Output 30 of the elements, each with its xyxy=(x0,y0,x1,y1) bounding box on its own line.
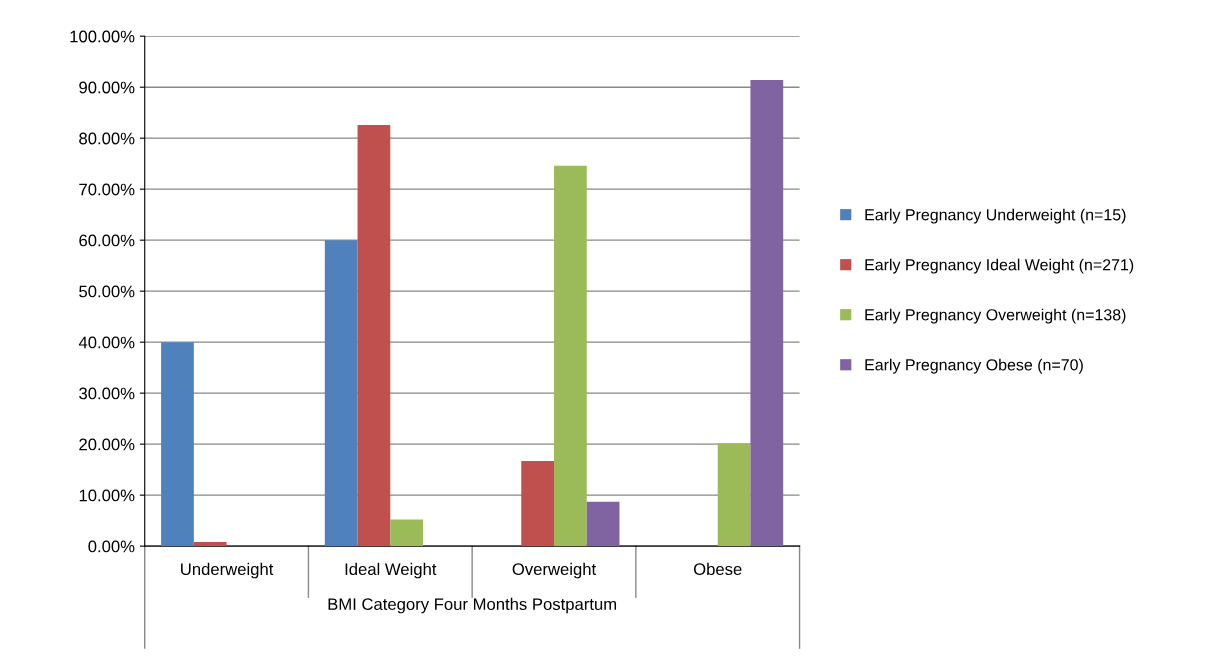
y-tick-label: 0.00% xyxy=(88,540,135,553)
legend-label: Early Pregnancy Obese (n=70) xyxy=(865,358,1083,374)
bar xyxy=(193,542,227,547)
y-tick-label: 50.00% xyxy=(79,285,135,298)
x-tick-label: Obese xyxy=(693,562,742,576)
bar xyxy=(750,80,784,547)
y-tick-label: 60.00% xyxy=(79,234,135,247)
y-tick-label: 30.00% xyxy=(79,387,135,400)
y-tick-label: 20.00% xyxy=(79,438,135,451)
x-tick-label: Ideal Weight xyxy=(345,562,437,579)
bar xyxy=(357,124,391,547)
bar xyxy=(390,519,424,547)
bar xyxy=(324,240,358,547)
bar xyxy=(554,165,587,547)
bar xyxy=(586,501,620,547)
legend-label: Early Pregnancy Ideal Weight (n=271) xyxy=(865,258,1134,274)
x-tick-label: Overweight xyxy=(512,562,597,579)
y-tick-label: 10.00% xyxy=(79,489,135,502)
legend-label: Early Pregnancy Overweight (n=138) xyxy=(865,308,1126,324)
y-tick-label: 40.00% xyxy=(78,336,135,349)
y-tick-label: 80.00% xyxy=(79,132,135,145)
y-tick-label: 100.00% xyxy=(70,30,135,43)
bar xyxy=(161,342,194,547)
x-tick-label: Underweight xyxy=(181,562,274,579)
x-axis-title: BMI Category Four Months Postpartum xyxy=(328,597,617,614)
y-tick-label: 90.00% xyxy=(79,81,135,94)
bar xyxy=(717,443,751,547)
bar xyxy=(521,460,555,547)
y-tick-label: 70.00% xyxy=(79,183,135,196)
legend-label: Early Pregnancy Underweight (n=15) xyxy=(865,208,1126,224)
